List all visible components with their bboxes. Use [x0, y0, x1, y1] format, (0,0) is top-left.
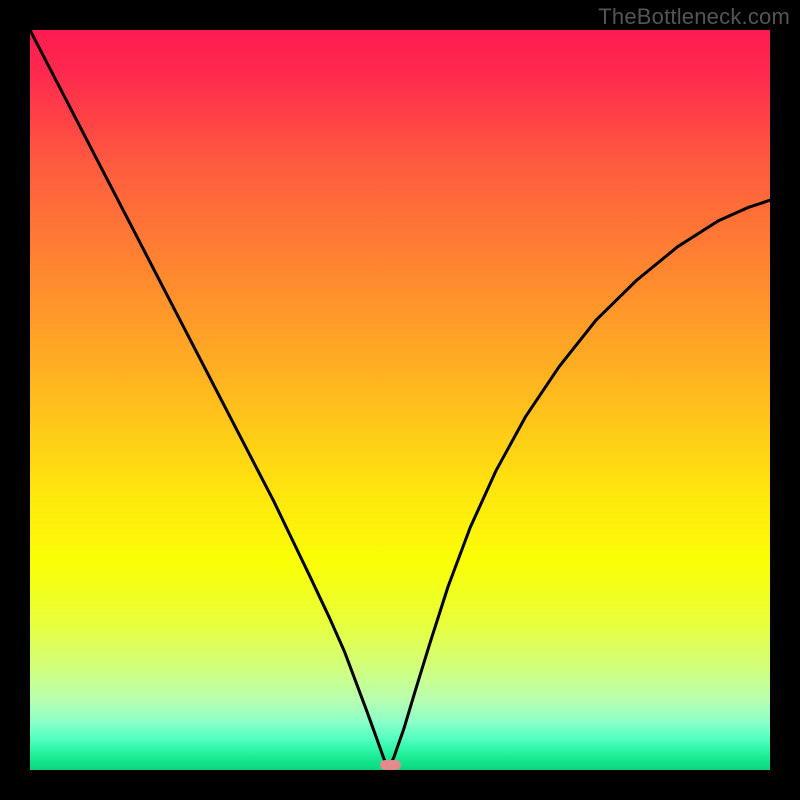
chart-container: TheBottleneck.com	[0, 0, 800, 800]
minimum-marker	[380, 760, 401, 770]
watermark-text: TheBottleneck.com	[598, 4, 790, 30]
bottleneck-curve	[30, 30, 770, 770]
plot-area	[30, 30, 770, 770]
